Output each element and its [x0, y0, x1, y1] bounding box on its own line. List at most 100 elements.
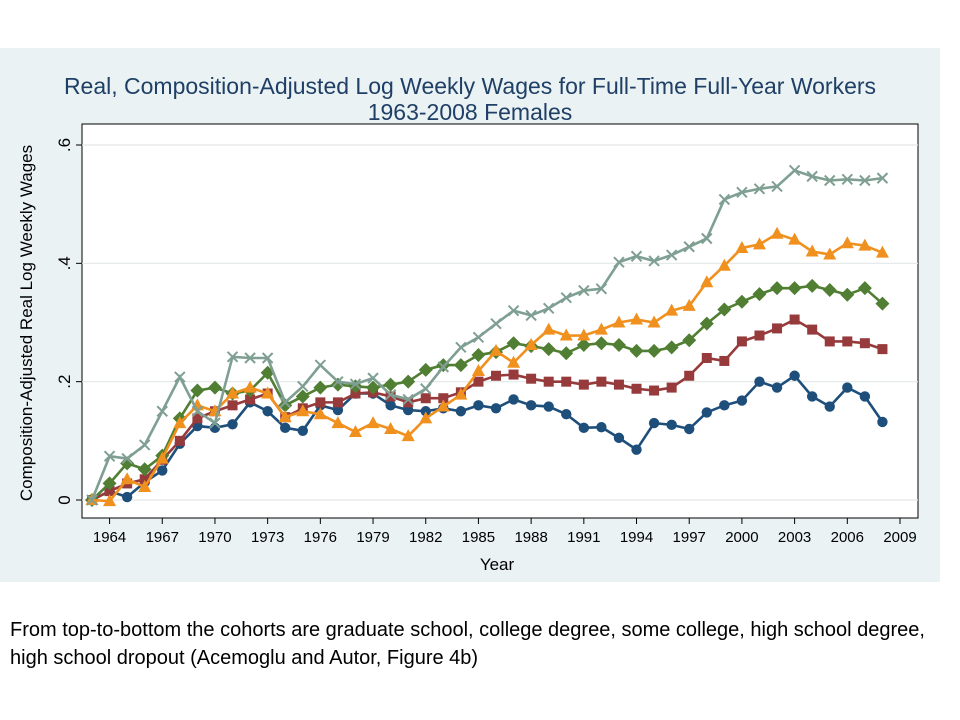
data-point: [490, 403, 502, 414]
data-point: [771, 382, 783, 393]
data-point: [139, 474, 150, 485]
data-point: [489, 343, 503, 356]
data-point: [473, 376, 484, 387]
data-point: [437, 361, 450, 373]
data-point: [402, 404, 414, 416]
data-point: [383, 377, 398, 392]
data-point: [823, 247, 837, 260]
data-point: [700, 275, 714, 288]
x-tick-label: 1985: [462, 529, 495, 546]
data-point: [491, 370, 501, 381]
data-point: [104, 486, 115, 497]
data-point: [559, 328, 573, 341]
data-point: [664, 340, 679, 355]
data-point: [332, 404, 344, 416]
data-point: [807, 324, 818, 335]
data-point: [754, 376, 765, 387]
data-point: [561, 376, 572, 387]
data-point: [262, 406, 273, 417]
data-point: [753, 183, 766, 195]
data-point: [596, 422, 607, 433]
data-point: [453, 358, 468, 373]
data-point: [822, 282, 837, 297]
data-point: [245, 394, 256, 405]
data-point: [631, 383, 642, 394]
data-point: [754, 330, 765, 341]
data-point: [840, 287, 855, 302]
data-point: [525, 400, 537, 411]
x-tick-label: 2006: [831, 529, 864, 546]
data-point: [648, 417, 660, 429]
data-point: [805, 244, 819, 257]
data-point: [649, 385, 660, 396]
data-point: [350, 388, 361, 399]
data-point: [121, 452, 133, 465]
x-tick-label: 1988: [514, 529, 547, 546]
y-tick-label: .2: [55, 375, 74, 389]
data-point: [103, 494, 117, 507]
data-point: [611, 337, 626, 352]
data-point: [473, 400, 484, 411]
x-tick-label: 1991: [567, 529, 600, 546]
data-point: [876, 172, 889, 184]
data-point: [736, 395, 748, 406]
data-point: [507, 304, 520, 317]
data-point: [877, 344, 888, 355]
data-point: [138, 439, 151, 451]
data-point: [385, 391, 396, 402]
data-point: [541, 342, 556, 357]
data-point: [155, 451, 169, 464]
data-point: [315, 397, 326, 408]
data-point: [682, 333, 697, 348]
y-tick-label: 0: [55, 495, 74, 504]
data-point: [613, 379, 624, 390]
data-point: [752, 287, 767, 302]
data-point: [455, 406, 467, 417]
data-point: [806, 170, 818, 183]
data-point: [857, 281, 872, 296]
data-point: [543, 401, 554, 412]
data-point: [525, 309, 537, 322]
data-point: [190, 383, 205, 398]
data-point: [297, 425, 308, 436]
data-point: [824, 336, 835, 347]
data-point: [578, 422, 590, 434]
data-point: [542, 322, 556, 335]
x-axis-label: Year: [480, 555, 515, 574]
data-point: [631, 444, 642, 455]
axes: 0 .2 .4 .6 1964 1967 1970 1973 1976 1979 1982 1985 1…: [55, 138, 917, 546]
data-point: [719, 355, 730, 366]
data-point: [735, 240, 749, 253]
data-point: [806, 391, 818, 402]
series-line: [91, 318, 883, 502]
series-layer: [85, 164, 890, 507]
data-point: [366, 380, 381, 395]
data-point: [384, 388, 397, 401]
data-point: [506, 336, 521, 351]
data-point: [683, 241, 695, 253]
data-point: [752, 237, 766, 250]
data-point: [348, 424, 362, 437]
chart-subtitle: 1963-2008 Females: [367, 99, 573, 125]
x-tick-label: 2009: [883, 529, 916, 546]
plot-area: [81, 123, 919, 519]
data-point: [842, 382, 853, 393]
data-point: [560, 291, 572, 304]
data-point: [120, 456, 135, 471]
y-axis-label: Composition-Adjusted Real Log Weekly Wag…: [17, 145, 36, 501]
data-point: [524, 337, 538, 350]
data-point: [718, 193, 731, 206]
data-point: [261, 352, 274, 364]
data-point: [244, 352, 256, 364]
data-point: [102, 476, 117, 491]
data-point: [401, 429, 415, 442]
data-point: [684, 423, 695, 435]
series-square: [87, 314, 888, 505]
data-point: [771, 180, 783, 193]
data-point: [578, 284, 590, 297]
data-point: [824, 174, 836, 187]
y-tick-label: .6: [55, 138, 74, 152]
data-point: [665, 249, 678, 261]
data-point: [842, 336, 853, 347]
data-point: [403, 397, 414, 408]
